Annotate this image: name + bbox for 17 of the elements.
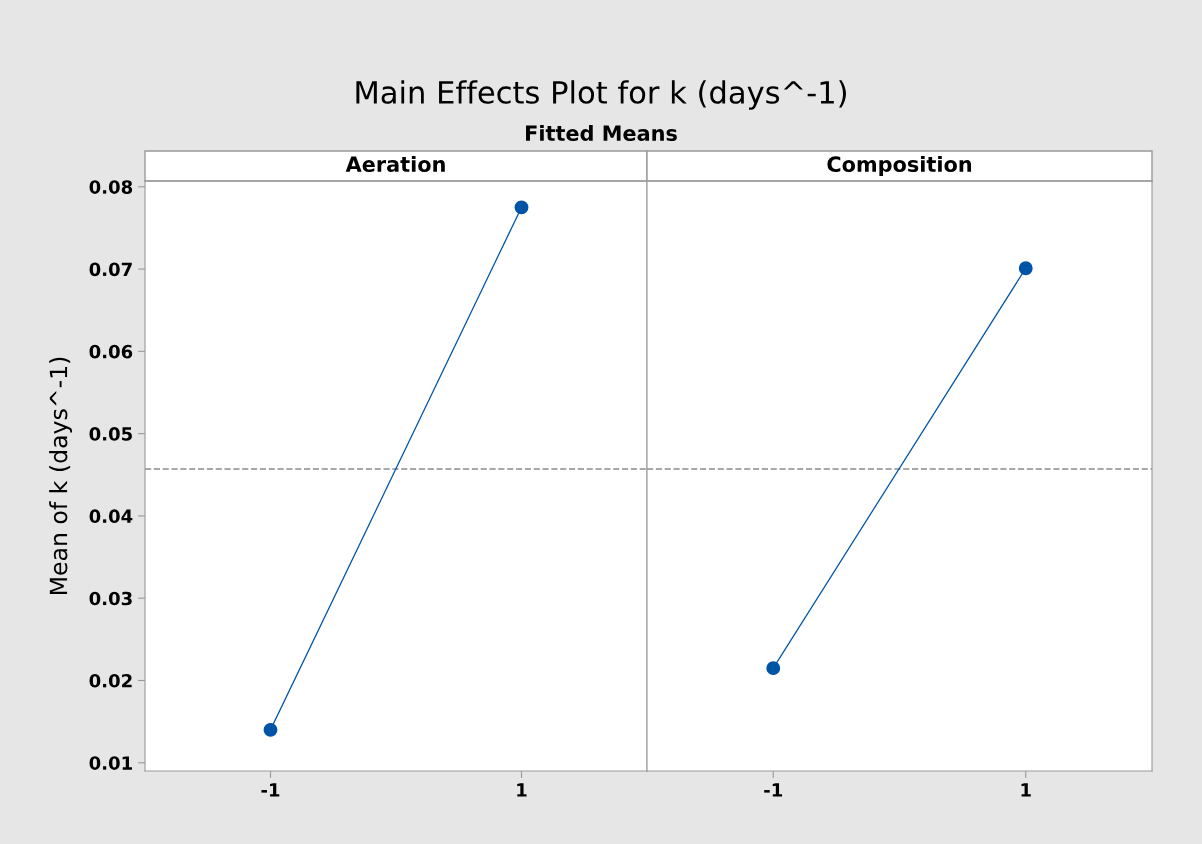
x-tick-label: -1	[261, 783, 280, 797]
x-tick-label: 1	[1021, 783, 1031, 797]
y-axis-title: Mean of k (days^-1)	[49, 357, 72, 595]
chart-subtitle: Fitted Means	[526, 124, 677, 142]
y-tick-label: 0.05	[89, 427, 132, 441]
x-axis-title: Composition	[827, 155, 972, 177]
x-axis-title: Aeration	[345, 155, 445, 173]
y-tick-label: 0.07	[89, 262, 132, 277]
y-tick-label: 0.08	[89, 180, 133, 194]
y-tick-label: 0.06	[89, 344, 133, 359]
y-tick-label: 0.01	[89, 756, 132, 770]
x-tick-label: -1	[764, 783, 783, 797]
y-tick-label: 0.02	[89, 673, 132, 688]
y-tick-label: 0.04	[89, 509, 133, 524]
chart-title: Main Effects Plot for k (days^-1)	[356, 80, 846, 110]
x-tick-label: 1	[517, 783, 527, 797]
y-tick-label: 0.03	[89, 591, 132, 606]
